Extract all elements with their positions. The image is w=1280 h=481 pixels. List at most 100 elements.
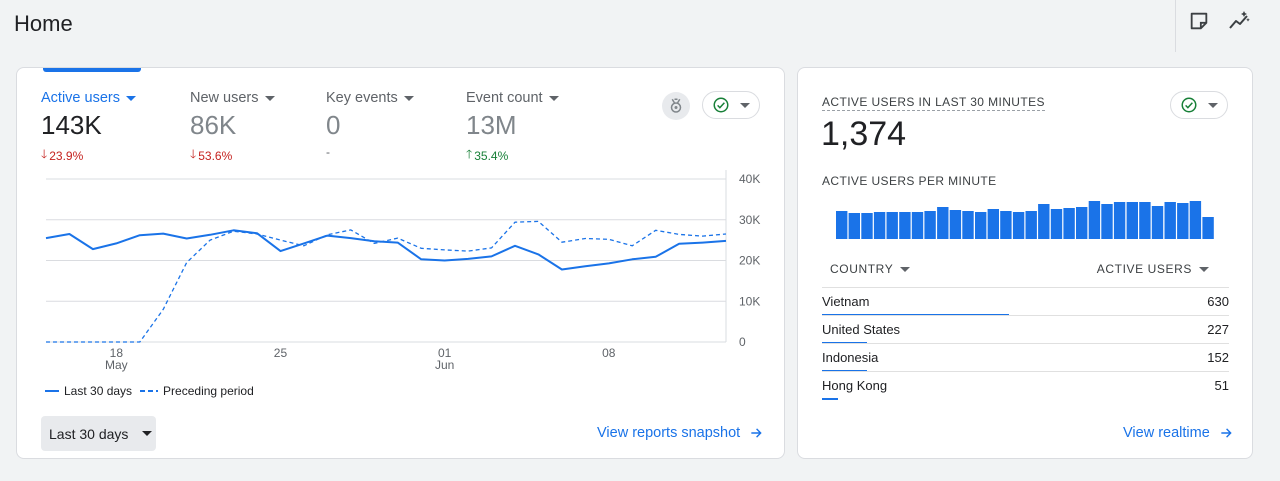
table-row[interactable]: Hong Kong 51: [822, 371, 1229, 400]
metric-label: Key events: [326, 90, 398, 106]
check-circle-icon: [1181, 97, 1197, 113]
metric-value: 13M: [466, 110, 517, 140]
country-name: Indonesia: [822, 350, 879, 365]
per-minute-bar[interactable]: [1025, 211, 1037, 239]
metric-event-count[interactable]: Event count 13M 🡑 35.4%: [466, 90, 559, 166]
chevron-down-icon: [548, 95, 559, 101]
per-minute-bar[interactable]: [1189, 201, 1202, 239]
per-minute-bar[interactable]: [1126, 202, 1138, 239]
country-share-bar: [822, 398, 839, 400]
chevron-down-icon: [900, 266, 911, 272]
realtime-value: 1,374: [821, 115, 907, 153]
per-minute-bar[interactable]: [1038, 204, 1050, 239]
per-minute-title: ACTIVE USERS PER MINUTE: [822, 174, 997, 188]
metric-value: 143K: [41, 110, 102, 140]
arrow-up-icon: 🡑: [466, 147, 473, 161]
chart-legend: Last 30 days Preceding period: [45, 384, 254, 398]
country-value: 152: [1207, 350, 1229, 365]
per-minute-bar[interactable]: [1076, 207, 1088, 239]
arrow-down-icon: 🡓: [41, 147, 48, 161]
per-minute-bar-chart: [836, 201, 1214, 239]
note-icon[interactable]: [1183, 5, 1215, 37]
x-tick-label: 08: [602, 346, 616, 360]
country-name: United States: [822, 322, 901, 337]
insights-sparkle-icon[interactable]: [1223, 5, 1255, 37]
metric-new-users[interactable]: New users 86K 🡓 53.6%: [190, 90, 275, 166]
metric-change: -: [326, 145, 330, 159]
table-row[interactable]: Indonesia 152: [822, 343, 1229, 372]
legend-item-current: Last 30 days: [45, 384, 133, 398]
y-tick-label: 40K: [739, 172, 760, 186]
per-minute-bar[interactable]: [886, 212, 898, 239]
top-bar: Home: [0, 0, 1280, 52]
y-tick-label: 10K: [739, 294, 760, 308]
metric-value: 86K: [190, 110, 237, 140]
table-row[interactable]: United States 227: [822, 315, 1229, 344]
check-circle-icon: [713, 97, 729, 113]
metric-label: New users: [190, 90, 259, 106]
per-minute-bar[interactable]: [1088, 201, 1101, 239]
x-tick-month: Jun: [435, 358, 454, 372]
metric-change: 🡓 23.9%: [41, 145, 136, 166]
per-minute-bar[interactable]: [1164, 202, 1176, 239]
series-line-current: [45, 229, 727, 271]
chevron-down-icon: [125, 95, 136, 101]
top-divider: [1175, 0, 1176, 52]
insight-badge-icon[interactable]: [662, 92, 690, 120]
metric-change: 🡓 53.6%: [190, 145, 275, 166]
country-column-header[interactable]: COUNTRY: [830, 262, 911, 276]
realtime-card: ACTIVE USERS IN LAST 30 MINUTES 1,374 AC…: [797, 67, 1253, 459]
x-tick-month: May: [105, 358, 128, 372]
status-dropdown[interactable]: [702, 91, 760, 119]
per-minute-bar[interactable]: [924, 211, 936, 239]
overview-card: Active users 143K 🡓 23.9% New users 86K 🡓…: [16, 67, 785, 459]
arrow-forward-icon: [751, 428, 762, 438]
per-minute-bar[interactable]: [836, 211, 848, 239]
per-minute-bar[interactable]: [949, 210, 962, 239]
per-minute-bar[interactable]: [987, 209, 999, 239]
per-minute-bar[interactable]: [911, 212, 924, 239]
per-minute-bar[interactable]: [1101, 204, 1113, 239]
chevron-down-icon: [740, 102, 750, 108]
arrow-forward-icon: [1221, 428, 1232, 438]
date-range-select[interactable]: Last 30 days: [41, 416, 156, 451]
series-line-preceding: [46, 220, 727, 343]
realtime-status-dropdown[interactable]: [1170, 91, 1228, 119]
per-minute-bar[interactable]: [1113, 202, 1126, 239]
metric-active-users[interactable]: Active users 143K 🡓 23.9%: [41, 90, 136, 166]
x-tick-label: 01: [438, 346, 452, 360]
legend-item-previous: Preceding period: [140, 384, 254, 398]
per-minute-bar[interactable]: [975, 212, 987, 239]
per-minute-bar[interactable]: [1012, 212, 1025, 239]
chevron-down-icon: [1199, 266, 1209, 272]
metric-key-events[interactable]: Key events 0 -: [326, 90, 414, 159]
per-minute-bar[interactable]: [1000, 211, 1012, 239]
per-minute-bar[interactable]: [962, 211, 974, 239]
chevron-down-icon: [403, 95, 414, 101]
per-minute-bar[interactable]: [1139, 202, 1151, 239]
per-minute-bar[interactable]: [873, 212, 886, 239]
view-realtime-link[interactable]: View realtime: [1123, 425, 1233, 441]
per-minute-bar[interactable]: [1050, 209, 1063, 239]
per-minute-bar[interactable]: [861, 213, 873, 239]
realtime-title[interactable]: ACTIVE USERS IN LAST 30 MINUTES: [822, 95, 1045, 111]
x-tick-label: 25: [274, 346, 288, 360]
per-minute-bar[interactable]: [1151, 206, 1164, 239]
per-minute-bar[interactable]: [1063, 208, 1075, 239]
y-tick-label: 0: [739, 335, 746, 349]
per-minute-bar[interactable]: [1177, 203, 1189, 239]
metric-label: Event count: [466, 90, 543, 106]
active-users-column-header[interactable]: ACTIVE USERS: [1097, 262, 1209, 276]
per-minute-bar[interactable]: [899, 212, 911, 239]
chevron-down-icon: [142, 431, 153, 436]
per-minute-bar[interactable]: [848, 213, 860, 239]
country-name: Vietnam: [822, 294, 870, 309]
y-tick-label: 30K: [739, 213, 760, 227]
per-minute-bar[interactable]: [1202, 217, 1214, 239]
table-row[interactable]: Vietnam 630: [822, 287, 1229, 316]
per-minute-bar[interactable]: [937, 207, 949, 239]
page-title: Home: [14, 11, 73, 36]
country-value: 51: [1214, 378, 1229, 393]
view-reports-snapshot-link[interactable]: View reports snapshot: [597, 425, 763, 441]
